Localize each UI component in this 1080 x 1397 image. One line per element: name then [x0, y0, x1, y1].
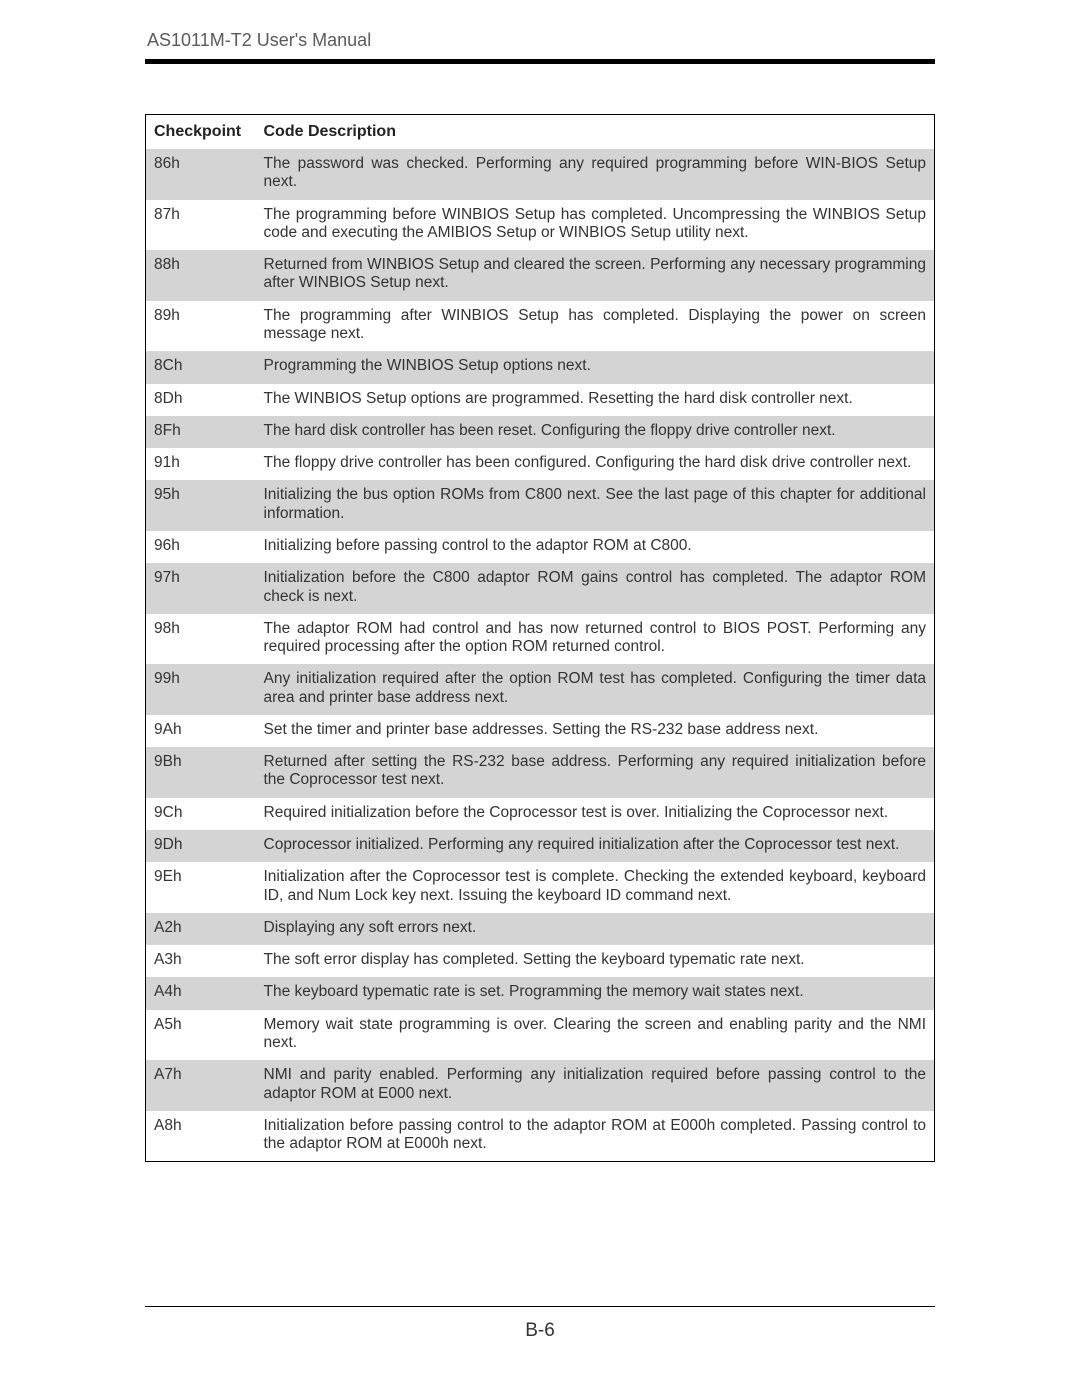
checkpoint-cell: 8Fh	[146, 416, 256, 448]
description-cell: Returned after setting the RS-232 base a…	[256, 747, 935, 798]
footer-rule	[145, 1306, 935, 1307]
description-cell: The programming before WINBIOS Setup has…	[256, 200, 935, 251]
checkpoint-cell: 9Dh	[146, 830, 256, 862]
table-row: 9BhReturned after setting the RS-232 bas…	[146, 747, 935, 798]
checkpoint-cell: A7h	[146, 1060, 256, 1111]
checkpoint-cell: 97h	[146, 563, 256, 614]
description-cell: NMI and parity enabled. Performing any i…	[256, 1060, 935, 1111]
table-row: 9DhCoprocessor initialized. Performing a…	[146, 830, 935, 862]
table-row: A3hThe soft error display has completed.…	[146, 945, 935, 977]
description-cell: The password was checked. Performing any…	[256, 149, 935, 200]
description-cell: Set the timer and printer base addresses…	[256, 715, 935, 747]
checkpoint-cell: 9Ch	[146, 798, 256, 830]
table-row: 97hInitialization before the C800 adapto…	[146, 563, 935, 614]
checkpoint-cell: A4h	[146, 977, 256, 1009]
col-header-checkpoint: Checkpoint	[146, 115, 256, 150]
description-cell: Coprocessor initialized. Performing any …	[256, 830, 935, 862]
description-cell: The programming after WINBIOS Setup has …	[256, 301, 935, 352]
checkpoint-cell: 8Ch	[146, 351, 256, 383]
description-cell: Any initialization required after the op…	[256, 664, 935, 715]
table-row: 9AhSet the timer and printer base addres…	[146, 715, 935, 747]
table-row: A8hInitialization before passing control…	[146, 1111, 935, 1162]
table-head: Checkpoint Code Description	[146, 115, 935, 150]
description-cell: Memory wait state programming is over. C…	[256, 1010, 935, 1061]
table-row: 99hAny initialization required after the…	[146, 664, 935, 715]
checkpoint-cell: 9Ah	[146, 715, 256, 747]
table-row: A2hDisplaying any soft errors next.	[146, 913, 935, 945]
description-cell: The adaptor ROM had control and has now …	[256, 614, 935, 665]
description-cell: The soft error display has completed. Se…	[256, 945, 935, 977]
description-cell: Returned from WINBIOS Setup and cleared …	[256, 250, 935, 301]
description-cell: Initializing the bus option ROMs from C8…	[256, 480, 935, 531]
checkpoint-cell: 8Dh	[146, 384, 256, 416]
description-cell: Initializing before passing control to t…	[256, 531, 935, 563]
checkpoint-cell: 99h	[146, 664, 256, 715]
table-row: 98hThe adaptor ROM had control and has n…	[146, 614, 935, 665]
checkpoint-cell: 96h	[146, 531, 256, 563]
description-cell: The hard disk controller has been reset.…	[256, 416, 935, 448]
description-cell: The WINBIOS Setup options are programmed…	[256, 384, 935, 416]
checkpoint-cell: 88h	[146, 250, 256, 301]
description-cell: The keyboard typematic rate is set. Prog…	[256, 977, 935, 1009]
table-row: 96hInitializing before passing control t…	[146, 531, 935, 563]
checkpoint-cell: 9Eh	[146, 862, 256, 913]
description-cell: Initialization before the C800 adaptor R…	[256, 563, 935, 614]
table-row: 87hThe programming before WINBIOS Setup …	[146, 200, 935, 251]
checkpoint-cell: A8h	[146, 1111, 256, 1162]
table-row: A4hThe keyboard typematic rate is set. P…	[146, 977, 935, 1009]
table-row: 95hInitializing the bus option ROMs from…	[146, 480, 935, 531]
page-number: B-6	[0, 1320, 1080, 1342]
checkpoint-cell: 98h	[146, 614, 256, 665]
checkpoint-cell: 95h	[146, 480, 256, 531]
description-cell: Initialization before passing control to…	[256, 1111, 935, 1162]
description-cell: Initialization after the Coprocessor tes…	[256, 862, 935, 913]
checkpoint-cell: 89h	[146, 301, 256, 352]
checkpoint-cell: A2h	[146, 913, 256, 945]
table-header-row: Checkpoint Code Description	[146, 115, 935, 150]
checkpoint-cell: 91h	[146, 448, 256, 480]
table-row: 8FhThe hard disk controller has been res…	[146, 416, 935, 448]
description-cell: Required initialization before the Copro…	[256, 798, 935, 830]
checkpoint-table: Checkpoint Code Description 86hThe passw…	[145, 114, 935, 1162]
table-row: A5hMemory wait state programming is over…	[146, 1010, 935, 1061]
description-cell: Programming the WINBIOS Setup options ne…	[256, 351, 935, 383]
checkpoint-cell: A5h	[146, 1010, 256, 1061]
description-cell: Displaying any soft errors next.	[256, 913, 935, 945]
table-row: 91hThe floppy drive controller has been …	[146, 448, 935, 480]
table-row: 89hThe programming after WINBIOS Setup h…	[146, 301, 935, 352]
header-rule	[145, 59, 935, 64]
checkpoint-cell: 9Bh	[146, 747, 256, 798]
checkpoint-cell: 86h	[146, 149, 256, 200]
table-row: 88hReturned from WINBIOS Setup and clear…	[146, 250, 935, 301]
table-row: 8DhThe WINBIOS Setup options are program…	[146, 384, 935, 416]
table-row: 8ChProgramming the WINBIOS Setup options…	[146, 351, 935, 383]
table-row: 9EhInitialization after the Coprocessor …	[146, 862, 935, 913]
description-cell: The floppy drive controller has been con…	[256, 448, 935, 480]
checkpoint-cell: A3h	[146, 945, 256, 977]
table-row: 9ChRequired initialization before the Co…	[146, 798, 935, 830]
col-header-description: Code Description	[256, 115, 935, 150]
table-row: A7hNMI and parity enabled. Performing an…	[146, 1060, 935, 1111]
page-title: AS1011M-T2 User's Manual	[145, 30, 935, 51]
checkpoint-cell: 87h	[146, 200, 256, 251]
table-row: 86hThe password was checked. Performing …	[146, 149, 935, 200]
table-body: 86hThe password was checked. Performing …	[146, 149, 935, 1162]
page-container: AS1011M-T2 User's Manual Checkpoint Code…	[0, 0, 1080, 1162]
